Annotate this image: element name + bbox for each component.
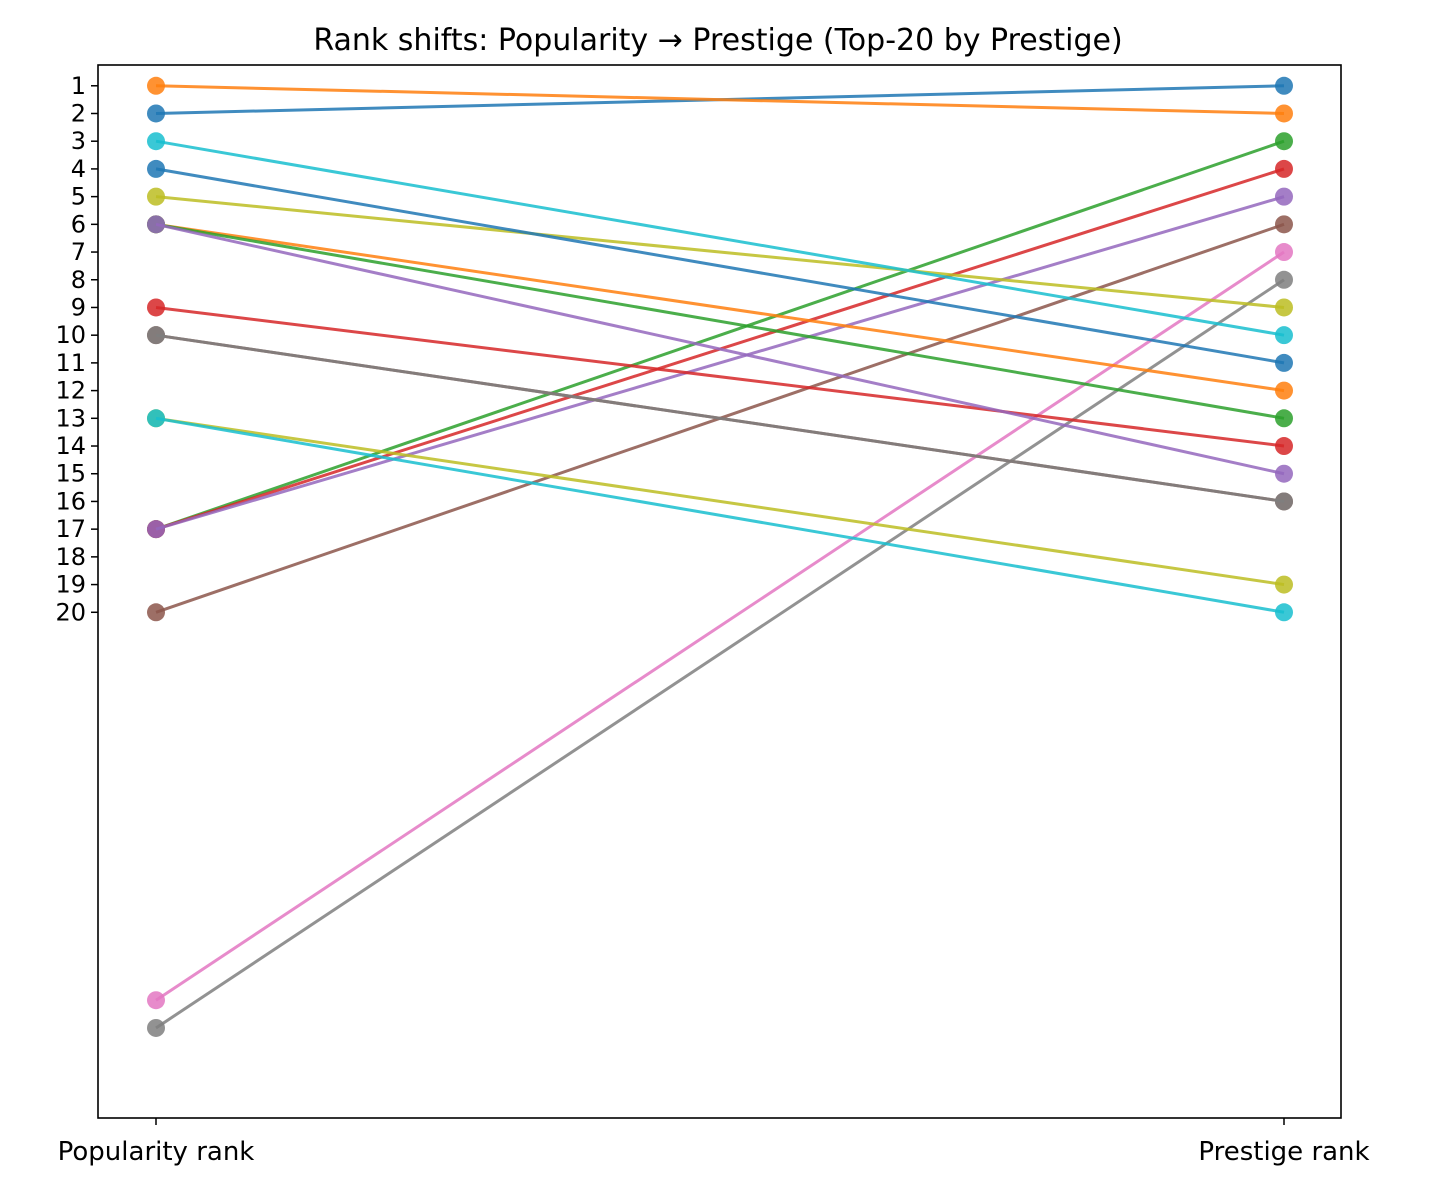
y-tick-label: 15 [55,460,86,488]
data-point [1275,603,1293,622]
y-tick-label: 14 [55,432,86,460]
data-point [1275,132,1293,151]
series-line [155,139,1285,531]
data-point [1275,76,1293,95]
data-point [1275,437,1293,456]
series-line [155,139,1285,337]
data-point [1275,575,1293,594]
y-tick-label: 20 [55,598,86,626]
series-19 [147,409,1293,622]
y-tick-label: 3 [71,127,86,155]
data-point [1275,243,1293,262]
series-line [155,333,1285,503]
data-point [147,132,165,151]
y-tick-label: 17 [55,515,86,543]
data-point [1275,353,1293,372]
x-axis: Popularity rank Prestige rank [58,1118,1370,1167]
y-tick-label: 13 [55,404,86,432]
data-point [147,603,165,622]
data-point [147,326,165,345]
series-group [147,76,1293,1037]
data-point [1275,187,1293,206]
series-line [155,416,1285,587]
series-line [155,222,1285,393]
series-7 [147,243,1293,1010]
data-point [147,409,165,428]
data-point [147,215,165,234]
data-point [1275,298,1293,317]
series-line [155,222,1285,476]
data-point [147,520,165,539]
data-point [147,76,165,95]
data-point [1275,104,1293,123]
y-tick-label: 11 [55,349,86,377]
series-8 [147,270,1293,1037]
data-point [1275,326,1293,345]
series-11 [147,159,1293,372]
series-line [155,250,1285,1002]
series-10 [147,132,1293,345]
series-line [155,416,1285,614]
series-15 [147,215,1293,483]
series-9 [147,187,1293,317]
series-line [155,84,1285,115]
series-line [155,195,1285,309]
y-tick-label: 1 [71,72,86,100]
data-point [147,1018,165,1037]
data-point [1275,215,1293,234]
y-tick-label: 2 [71,99,86,127]
series-line [155,278,1285,1030]
chart-title: Rank shifts: Popularity → Prestige (Top-… [313,23,1122,58]
series-line [155,167,1285,365]
data-point [1275,464,1293,483]
y-tick-label: 19 [55,571,86,599]
series-line [155,222,1285,420]
y-tick-label: 10 [55,321,86,349]
data-point [1275,159,1293,178]
y-tick-label: 6 [71,210,86,238]
y-tick-label: 5 [71,183,86,211]
series-14 [147,298,1293,456]
y-tick-label: 9 [71,293,86,321]
x-tick-label: Prestige rank [1198,1137,1369,1167]
y-tick-label: 18 [55,543,86,571]
series-2 [147,76,1293,123]
data-point [147,104,165,123]
plot-frame [97,64,1342,1119]
y-tick-label: 16 [55,487,86,515]
series-5 [147,187,1293,539]
data-point [147,159,165,178]
y-tick-label: 7 [71,238,86,266]
y-tick-label: 12 [55,377,86,405]
y-tick-label: 4 [71,155,86,183]
data-point [147,991,165,1010]
data-point [1275,381,1293,400]
data-point [1275,409,1293,428]
series-17 [147,326,1293,511]
data-point [1275,492,1293,511]
data-point [147,298,165,317]
series-line [155,195,1285,531]
series-line [155,305,1285,448]
x-tick-label: Popularity rank [58,1137,255,1167]
data-point [1275,270,1293,289]
y-tick-label: 8 [71,266,86,294]
data-point [147,187,165,206]
